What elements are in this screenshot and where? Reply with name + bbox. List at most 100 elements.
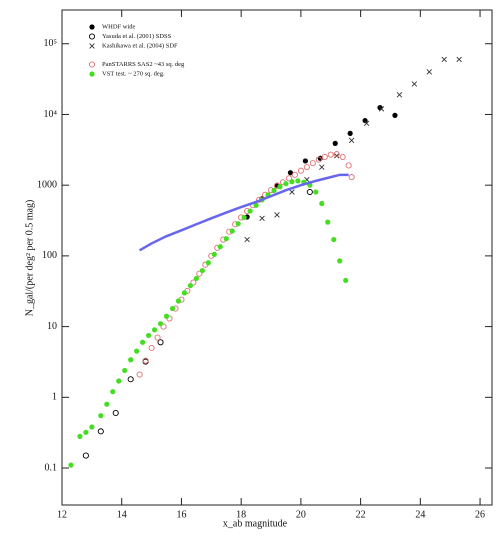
x-tick-label: 14 — [117, 509, 127, 520]
data-point — [181, 290, 188, 296]
data-point — [199, 267, 205, 274]
y-tick-label: 10⁴ — [44, 109, 58, 120]
data-point — [127, 376, 134, 383]
data-point — [145, 332, 152, 339]
data-point — [321, 153, 328, 161]
data-point — [411, 81, 418, 87]
legend-label: WHDF wide — [102, 23, 136, 30]
x-tick-label: 26 — [475, 509, 485, 520]
data-point — [348, 137, 355, 144]
legend-label: Yasuda et al. (2001) SDSS — [102, 33, 172, 40]
y-tick-label: 1 — [52, 392, 57, 403]
data-point — [285, 175, 292, 182]
data-point — [277, 184, 283, 190]
y-tick-label: 0.1 — [45, 462, 58, 473]
legend-marker — [88, 33, 96, 40]
data-point — [315, 156, 322, 163]
data-point — [362, 117, 368, 124]
data-point — [163, 313, 170, 319]
data-point — [112, 409, 119, 417]
data-point — [223, 236, 229, 242]
data-point — [313, 189, 319, 195]
data-point — [142, 357, 149, 364]
x-tick-label: 16 — [176, 509, 186, 520]
data-point — [136, 371, 143, 378]
legend-label: VST test. ~ 270 sq. deg. — [102, 70, 165, 77]
data-point — [295, 178, 301, 184]
data-point — [332, 140, 338, 146]
data-point — [122, 367, 128, 374]
y-tick-label: 100 — [42, 250, 57, 261]
x-tick-label: 12 — [57, 509, 67, 520]
data-point — [319, 200, 325, 207]
data-point — [169, 305, 176, 312]
data-point — [244, 236, 250, 243]
legend-marker — [88, 61, 96, 68]
data-point — [302, 158, 308, 164]
data-line — [139, 173, 349, 252]
data-point — [287, 170, 294, 176]
data-point — [426, 69, 433, 75]
data-point — [283, 181, 289, 187]
x-tick-label: 24 — [415, 509, 425, 520]
data-point — [82, 452, 89, 459]
data-point — [339, 153, 346, 161]
data-point — [190, 279, 197, 286]
data-point — [291, 171, 298, 178]
data-point — [337, 258, 343, 264]
data-point — [196, 270, 203, 277]
data-point — [97, 428, 104, 435]
legend-marker — [89, 24, 95, 30]
data-point — [140, 339, 146, 345]
data-point — [77, 433, 83, 440]
data-point — [157, 321, 164, 327]
y-tick-label: 10⁵ — [44, 38, 58, 49]
data-point — [319, 164, 325, 170]
data-point — [333, 151, 340, 158]
data-point — [151, 327, 158, 333]
y-tick-label: 10 — [47, 321, 57, 332]
data-point — [116, 378, 122, 384]
data-point — [306, 188, 313, 196]
data-point — [327, 151, 334, 158]
plot-frame — [61, 9, 493, 506]
data-point — [345, 162, 352, 169]
data-point — [289, 179, 295, 185]
data-point — [331, 236, 337, 243]
data-point — [104, 401, 110, 407]
x-axis-label: x_ab magnitude — [223, 518, 288, 529]
data-point — [347, 130, 353, 136]
data-point — [253, 202, 259, 208]
data-point — [211, 251, 217, 257]
data-point — [98, 413, 104, 419]
data-point — [325, 219, 331, 225]
data-point — [157, 339, 164, 346]
data-point — [110, 389, 116, 395]
data-point — [259, 215, 265, 222]
x-tick-label: 20 — [296, 509, 306, 520]
x-tick-label: 18 — [236, 509, 246, 520]
data-point — [348, 174, 355, 181]
data-point — [175, 298, 182, 304]
legend-label: Kashikawa et al. (2004) SDF — [102, 42, 178, 49]
data-point — [309, 160, 316, 167]
data-point — [289, 189, 295, 195]
data-point — [303, 164, 310, 171]
data-point — [217, 244, 223, 250]
data-point — [235, 221, 241, 227]
data-point — [154, 334, 161, 341]
data-point — [247, 208, 253, 214]
data-point — [297, 167, 304, 174]
data-point — [148, 344, 155, 351]
data-point — [83, 429, 89, 435]
legend-label: PanSTARRS SAS2 ~43 sq. deg — [102, 61, 185, 68]
data-point — [378, 106, 385, 112]
data-point — [343, 277, 349, 284]
data-point — [334, 153, 340, 159]
x-tick-label: 22 — [356, 509, 366, 520]
data-point — [392, 112, 398, 118]
data-point — [68, 462, 74, 468]
data-point — [89, 424, 95, 430]
data-point — [160, 323, 167, 330]
